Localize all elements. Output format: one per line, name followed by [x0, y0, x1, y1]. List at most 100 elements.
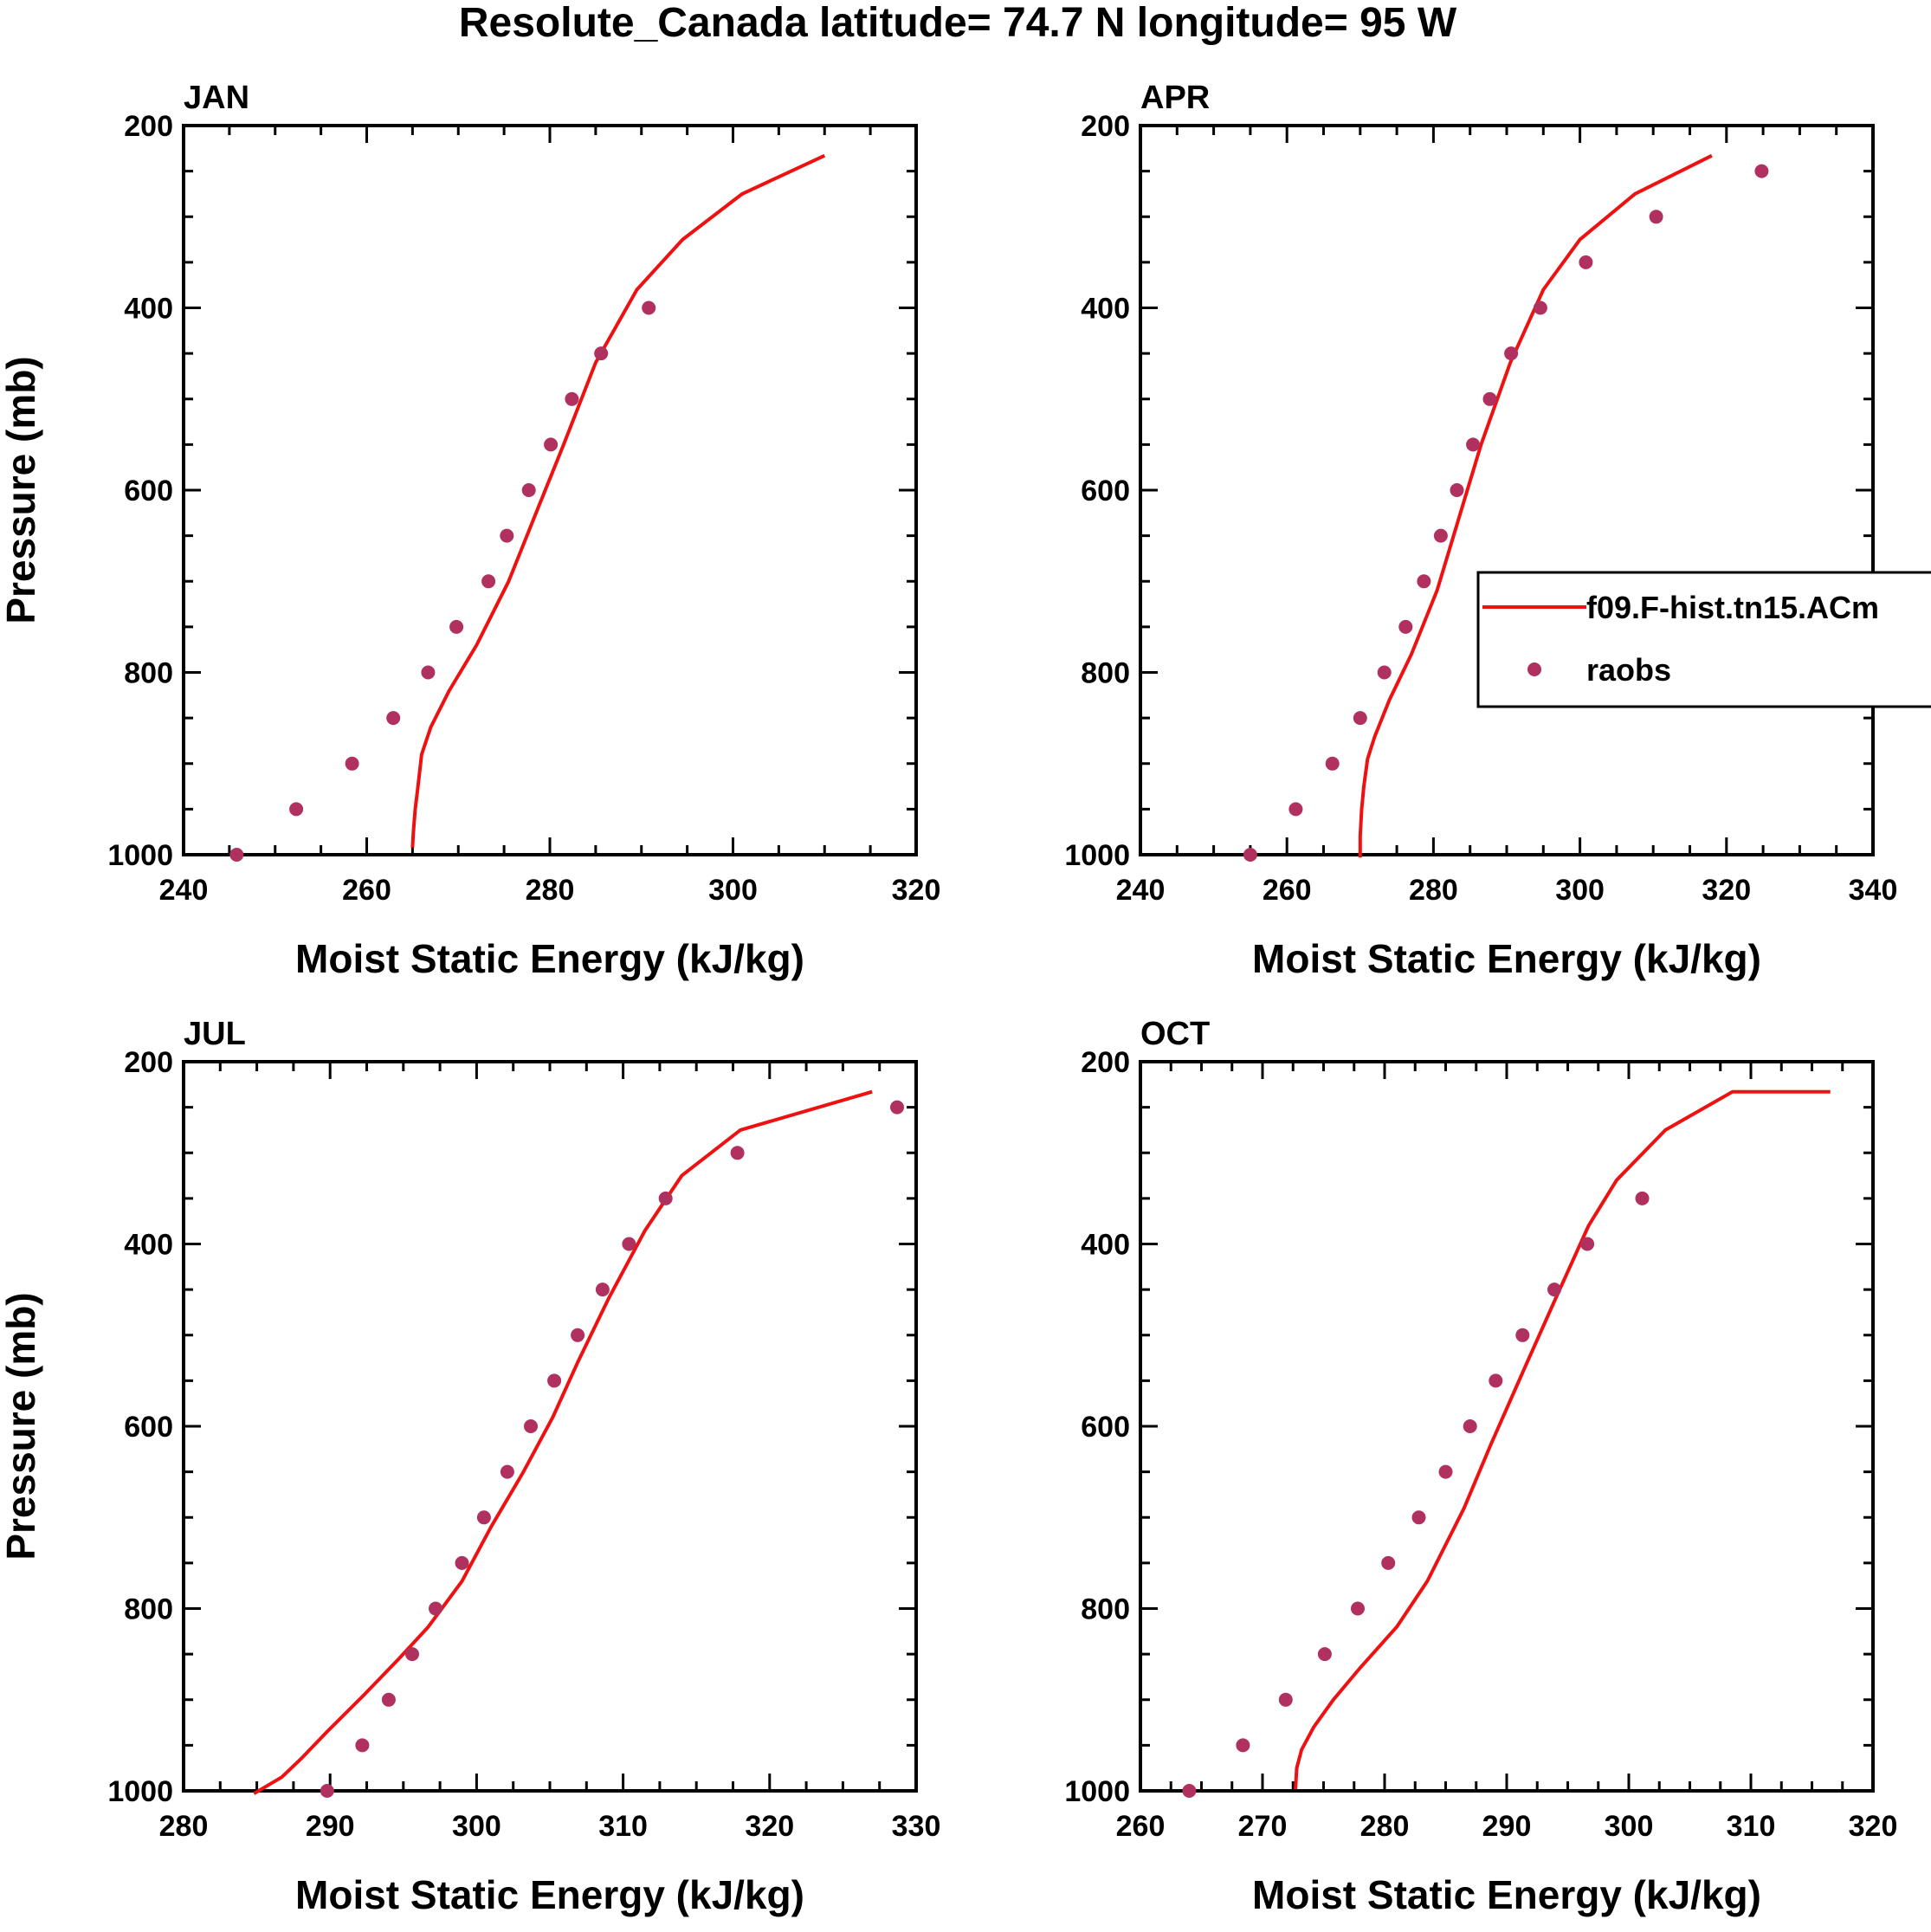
- x-tick-label: 320: [1849, 1810, 1898, 1843]
- x-tick-label: 260: [1263, 874, 1312, 907]
- y-axis-label: Pressure (mb): [0, 1292, 43, 1560]
- raobs-point: [1463, 1419, 1477, 1433]
- raobs-point: [594, 346, 609, 361]
- raobs-point: [320, 1784, 334, 1798]
- x-tick-label: 290: [306, 1810, 355, 1843]
- raobs-point: [1482, 391, 1497, 406]
- raobs-point: [571, 1328, 585, 1342]
- raobs-point: [1325, 756, 1340, 771]
- x-tick-label: 330: [892, 1810, 941, 1843]
- x-tick-label: 260: [342, 874, 391, 907]
- raobs-point: [1182, 1784, 1197, 1798]
- raobs-point: [565, 391, 579, 406]
- raobs-point: [345, 756, 359, 771]
- y-tick-label: 400: [1081, 1229, 1130, 1262]
- raobs-point: [1504, 346, 1519, 361]
- raobs-point: [1533, 300, 1547, 315]
- x-tick-label: 320: [745, 1810, 794, 1843]
- x-tick-label: 300: [1605, 1810, 1654, 1843]
- raobs-point: [1450, 483, 1464, 497]
- raobs-point: [1649, 210, 1663, 224]
- raobs-point: [642, 300, 656, 315]
- raobs-point: [1377, 665, 1392, 680]
- y-tick-label: 600: [124, 475, 173, 507]
- plot-frame: [1139, 124, 1875, 856]
- y-tick-label: 600: [1081, 1411, 1130, 1444]
- x-tick-label: 300: [452, 1810, 501, 1843]
- raobs-point: [1236, 1738, 1250, 1753]
- raobs-point: [229, 848, 244, 862]
- raobs-point: [1398, 619, 1413, 634]
- y-tick-label: 1000: [1064, 1775, 1130, 1808]
- x-tick-label: 280: [159, 1810, 209, 1843]
- raobs-point: [890, 1100, 904, 1115]
- raobs-point: [1754, 164, 1769, 178]
- x-tick-label: 240: [1116, 874, 1166, 907]
- x-axis-label: Moist Static Energy (kJ/kg): [1252, 1872, 1761, 1917]
- legend-box: [1476, 571, 1931, 708]
- raobs-point: [455, 1555, 469, 1570]
- panel-label: OCT: [1140, 1016, 1210, 1052]
- raobs-point: [500, 1464, 514, 1479]
- legend-label-obs: raobs: [1586, 652, 1671, 688]
- raobs-point: [1466, 437, 1481, 452]
- y-tick-label: 400: [1081, 293, 1130, 326]
- y-tick-label: 400: [124, 1229, 173, 1262]
- raobs-point: [1438, 1464, 1453, 1479]
- x-axis-label: Moist Static Energy (kJ/kg): [1252, 936, 1761, 981]
- raobs-point: [1579, 255, 1593, 269]
- x-tick-label: 280: [526, 874, 575, 907]
- raobs-point: [1547, 1283, 1561, 1297]
- y-tick-label: 800: [1081, 1593, 1130, 1626]
- raobs-point: [1317, 1647, 1332, 1662]
- panel-jul: 280 290 300 310 320 330 200 400 600 800 1000 JUL Moi…: [0, 1016, 940, 1917]
- x-tick-label: 340: [1849, 874, 1898, 907]
- panel-apr: 240 260 280 300 320 340 200 400 600 800 1000 APR Moi…: [1064, 80, 1897, 981]
- x-tick-label: 270: [1238, 1810, 1288, 1843]
- raobs-point: [1243, 848, 1257, 862]
- x-tick-label: 310: [1727, 1810, 1776, 1843]
- x-axis-label: Moist Static Energy (kJ/kg): [295, 936, 804, 981]
- raobs-point: [1381, 1555, 1396, 1570]
- raobs-point: [1580, 1237, 1595, 1251]
- y-tick-label: 1000: [107, 839, 173, 872]
- raobs-point: [1417, 574, 1431, 589]
- x-tick-label: 280: [1360, 1810, 1410, 1843]
- raobs-point: [1288, 802, 1303, 817]
- raobs-point: [421, 665, 436, 680]
- raobs-point: [1515, 1328, 1530, 1342]
- y-tick-label: 600: [124, 1411, 173, 1444]
- y-axis-label: Pressure (mb): [0, 356, 43, 624]
- raobs-point: [405, 1647, 419, 1662]
- legend-marker-swatch: [1527, 662, 1541, 676]
- y-tick-label: 200: [1081, 110, 1130, 143]
- legend: f09.F-hist.tn15.ACm raobs: [1476, 571, 1931, 708]
- plot-frame: [1139, 1060, 1875, 1793]
- x-tick-label: 310: [598, 1810, 648, 1843]
- y-tick-label: 400: [124, 293, 173, 326]
- panel-label: JUL: [184, 1016, 246, 1052]
- raobs-point: [476, 1510, 491, 1525]
- x-tick-label: 290: [1482, 1810, 1532, 1843]
- raobs-point: [622, 1237, 636, 1251]
- x-tick-label: 300: [1555, 874, 1605, 907]
- raobs-point: [429, 1601, 442, 1616]
- y-tick-label: 1000: [1064, 839, 1130, 872]
- figure-title: Resolute_Canada latitude= 74.7 N longitu…: [459, 0, 1457, 46]
- raobs-point: [547, 1373, 562, 1388]
- x-tick-label: 280: [1409, 874, 1458, 907]
- raobs-point: [521, 483, 536, 497]
- x-tick-label: 240: [159, 874, 209, 907]
- raobs-point: [1351, 1601, 1365, 1616]
- panel-oct: 260 270 280 290 300 310 320 200 400 600 800 1000 OCT…: [1064, 1016, 1897, 1917]
- model-series-line: [253, 1089, 873, 1795]
- model-series-line: [410, 153, 826, 848]
- raobs-point: [730, 1146, 745, 1160]
- x-axis-label: Moist Static Energy (kJ/kg): [295, 1872, 804, 1917]
- raobs-point: [1278, 1692, 1293, 1707]
- raobs-point: [381, 1692, 396, 1707]
- y-tick-label: 200: [124, 1046, 173, 1079]
- x-tick-label: 320: [1702, 874, 1751, 907]
- x-tick-label: 260: [1116, 1810, 1166, 1843]
- y-tick-label: 800: [1081, 657, 1130, 690]
